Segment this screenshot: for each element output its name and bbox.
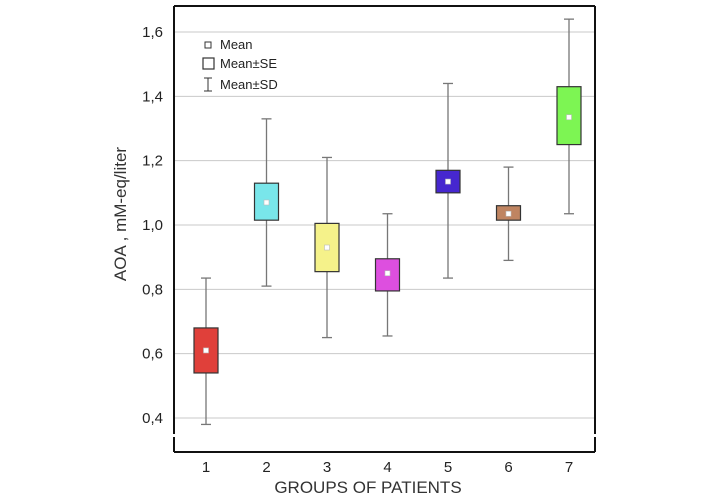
mean-marker xyxy=(324,244,330,251)
y-axis-title: AOA , mM-eq/liter xyxy=(111,147,130,281)
y-tick-label: 1,4 xyxy=(142,88,163,105)
y-tick-label: 0,6 xyxy=(142,346,163,363)
y-tick-label: 1,2 xyxy=(142,153,163,170)
x-tick-label: 6 xyxy=(504,459,512,476)
x-axis-title: GROUPS OF PATIENTS xyxy=(274,478,461,497)
x-tick-label: 4 xyxy=(383,459,391,476)
mean-marker xyxy=(263,199,270,206)
legend-mean-marker xyxy=(204,41,212,49)
legend-se-label: Mean±SE xyxy=(220,56,277,71)
mean-marker xyxy=(566,114,572,121)
legend-sd-label: Mean±SD xyxy=(220,77,278,92)
mean-marker xyxy=(384,270,391,277)
box-group-7 xyxy=(556,18,582,215)
plot-frame xyxy=(173,5,596,453)
mean-marker xyxy=(203,347,209,354)
y-tick-label: 0,4 xyxy=(142,410,163,427)
legend: Mean Mean±SE Mean±SD xyxy=(202,37,278,92)
box-group-5 xyxy=(435,82,461,279)
box-group-2 xyxy=(253,118,280,287)
box-series xyxy=(193,18,582,426)
box-group-6 xyxy=(495,166,522,262)
x-tick-label: 1 xyxy=(202,459,210,476)
legend-se-marker xyxy=(202,57,215,70)
box-group-1 xyxy=(193,277,219,426)
x-tick-label: 5 xyxy=(444,459,452,476)
y-tick-label: 1,0 xyxy=(142,217,163,234)
x-tick-label: 2 xyxy=(262,459,270,476)
x-tick-label: 3 xyxy=(323,459,331,476)
x-tick-label: 7 xyxy=(565,459,573,476)
box-group-4 xyxy=(374,213,401,337)
y-tick-label: 1,6 xyxy=(142,24,163,41)
box-group-3 xyxy=(314,156,340,339)
y-axis-ticks: 0,4 0,6 0,8 1,0 1,2 1,4 1,6 xyxy=(142,24,163,427)
mean-marker xyxy=(505,210,512,217)
legend-mean-label: Mean xyxy=(220,37,253,52)
y-tick-label: 0,8 xyxy=(142,281,163,298)
x-axis-ticks: 1 2 3 4 5 6 7 xyxy=(202,459,573,476)
mean-marker xyxy=(445,178,451,185)
